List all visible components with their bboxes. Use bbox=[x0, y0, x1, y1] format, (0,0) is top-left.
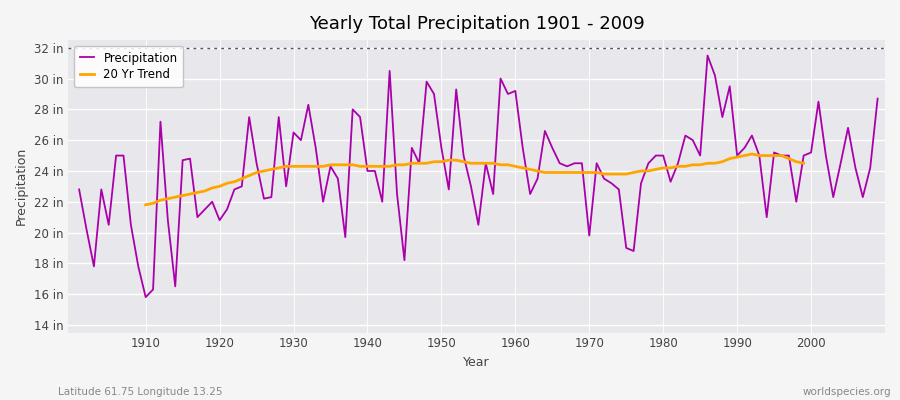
20 Yr Trend bbox=[688, 162, 698, 167]
Precipitation bbox=[510, 88, 521, 93]
Precipitation bbox=[74, 187, 85, 192]
20 Yr Trend bbox=[776, 153, 787, 158]
Precipitation bbox=[606, 181, 616, 186]
X-axis label: Year: Year bbox=[464, 356, 490, 369]
Precipitation bbox=[702, 53, 713, 58]
Line: 20 Yr Trend: 20 Yr Trend bbox=[146, 154, 804, 205]
Title: Yearly Total Precipitation 1901 - 2009: Yearly Total Precipitation 1901 - 2009 bbox=[309, 15, 644, 33]
20 Yr Trend bbox=[598, 172, 609, 176]
Line: Precipitation: Precipitation bbox=[79, 56, 878, 297]
Precipitation bbox=[518, 146, 528, 150]
20 Yr Trend bbox=[229, 179, 239, 184]
Precipitation bbox=[872, 96, 883, 101]
Y-axis label: Precipitation: Precipitation bbox=[15, 147, 28, 226]
Text: worldspecies.org: worldspecies.org bbox=[803, 387, 891, 397]
20 Yr Trend bbox=[140, 202, 151, 207]
20 Yr Trend bbox=[746, 152, 757, 156]
20 Yr Trend bbox=[702, 161, 713, 166]
Text: Latitude 61.75 Longitude 13.25: Latitude 61.75 Longitude 13.25 bbox=[58, 387, 223, 397]
20 Yr Trend bbox=[798, 161, 809, 166]
Precipitation bbox=[140, 295, 151, 300]
Precipitation bbox=[303, 102, 314, 107]
Legend: Precipitation, 20 Yr Trend: Precipitation, 20 Yr Trend bbox=[74, 46, 184, 87]
20 Yr Trend bbox=[340, 162, 351, 167]
Precipitation bbox=[133, 264, 144, 269]
Precipitation bbox=[347, 107, 358, 112]
